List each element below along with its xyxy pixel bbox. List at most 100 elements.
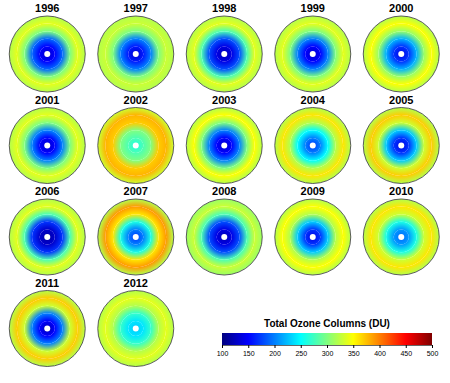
panel-title: 1998 xyxy=(212,2,236,14)
ozone-band xyxy=(201,214,247,260)
figure: 1996 1997 1998 1999 2000 2001 2002 2003 2004 2005… xyxy=(0,0,450,383)
ozone-band xyxy=(275,108,351,184)
ozone-band xyxy=(32,313,62,343)
map-field xyxy=(275,16,351,92)
ozone-band xyxy=(98,108,174,184)
panel-title: 2003 xyxy=(212,94,236,106)
ozone-band xyxy=(32,130,62,160)
tick-mark xyxy=(248,345,249,348)
panel-title: 2008 xyxy=(212,185,236,197)
ozone-band xyxy=(371,24,432,85)
ozone-band xyxy=(194,207,255,268)
ozone-band xyxy=(113,214,159,260)
pole-mask xyxy=(44,143,50,149)
ozone-band xyxy=(275,199,351,275)
ozone-band xyxy=(98,199,174,275)
pole-mask xyxy=(133,326,139,332)
map-field xyxy=(98,108,174,184)
colorbar: Total Ozone Columns (DU)1001502002503003… xyxy=(217,318,439,357)
ozone-band xyxy=(9,108,85,184)
panel-title: 2012 xyxy=(124,277,148,289)
pole-mask xyxy=(44,326,50,332)
ozone-band xyxy=(290,31,336,77)
ozone-band xyxy=(282,207,343,268)
ozone-band xyxy=(275,16,351,92)
panel: 2012 xyxy=(98,277,174,367)
panel: 2011 xyxy=(9,277,85,367)
ozone-band xyxy=(9,16,85,92)
ozone-band xyxy=(186,199,262,275)
ozone-band xyxy=(386,222,416,252)
ozone-band xyxy=(363,16,439,92)
map-border xyxy=(98,108,174,184)
map-border xyxy=(9,291,85,367)
tick-mark xyxy=(275,345,276,348)
ozone-band xyxy=(105,207,166,268)
panel-title: 2011 xyxy=(35,277,59,289)
panel: 1997 xyxy=(98,2,174,92)
ozone-band xyxy=(9,199,85,275)
ozone-band xyxy=(371,115,432,176)
ozone-band xyxy=(217,46,232,61)
ozone-band xyxy=(298,39,328,69)
ozone-band xyxy=(113,31,159,77)
tick-label: 100 xyxy=(217,350,229,357)
pole-mask xyxy=(398,51,404,57)
panel: 2009 xyxy=(275,185,351,275)
tick: 200 xyxy=(269,345,281,357)
map-border xyxy=(9,199,85,275)
tick: 450 xyxy=(400,345,412,357)
ozone-band xyxy=(24,123,70,169)
panel: 1996 xyxy=(9,2,85,92)
ozone-band xyxy=(305,46,320,61)
map-field xyxy=(363,16,439,92)
ozone-band xyxy=(17,24,78,85)
map-field xyxy=(186,199,262,275)
tick-mark xyxy=(432,345,433,348)
panel: 2006 xyxy=(9,185,85,275)
ozone-band xyxy=(386,39,416,69)
map-border xyxy=(363,108,439,184)
panel: 2000 xyxy=(363,2,439,92)
map-field xyxy=(98,199,174,275)
panel: 2003 xyxy=(186,94,262,184)
panel-title: 1996 xyxy=(35,2,59,14)
ozone-band xyxy=(194,115,255,176)
pole-mask xyxy=(44,234,50,240)
panel-title: 2004 xyxy=(301,94,326,106)
ozone-band xyxy=(194,24,255,85)
panel-title: 2002 xyxy=(124,94,148,106)
panel-title: 2005 xyxy=(389,94,413,106)
ozone-band xyxy=(17,298,78,359)
ozone-band xyxy=(363,108,439,184)
map-border xyxy=(275,199,351,275)
panel: 2005 xyxy=(363,94,439,184)
ozone-band xyxy=(24,214,70,260)
tick-mark xyxy=(353,345,354,348)
panel-title: 1999 xyxy=(301,2,325,14)
ozone-band xyxy=(24,306,70,352)
ozone-band xyxy=(394,229,409,244)
map-field xyxy=(275,108,351,184)
ozone-band xyxy=(32,222,62,252)
ozone-band xyxy=(217,229,232,244)
ozone-band xyxy=(121,222,151,252)
panel-title: 2000 xyxy=(389,2,413,14)
tick-label: 300 xyxy=(322,350,334,357)
tick: 300 xyxy=(322,345,334,357)
tick-mark xyxy=(406,345,407,348)
ozone-band xyxy=(378,214,424,260)
map-border xyxy=(186,199,262,275)
colorbar-axis: 100150200250300350400450500 xyxy=(217,345,439,357)
pole-mask xyxy=(133,234,139,240)
tick-mark xyxy=(380,345,381,348)
ozone-band xyxy=(305,138,320,153)
ozone-band xyxy=(386,130,416,160)
ozone-band xyxy=(378,123,424,169)
map-field xyxy=(363,108,439,184)
panel-title: 2001 xyxy=(35,94,59,106)
ozone-band xyxy=(394,46,409,61)
ozone-band xyxy=(40,229,55,244)
tick-label: 450 xyxy=(400,350,412,357)
ozone-band xyxy=(32,39,62,69)
